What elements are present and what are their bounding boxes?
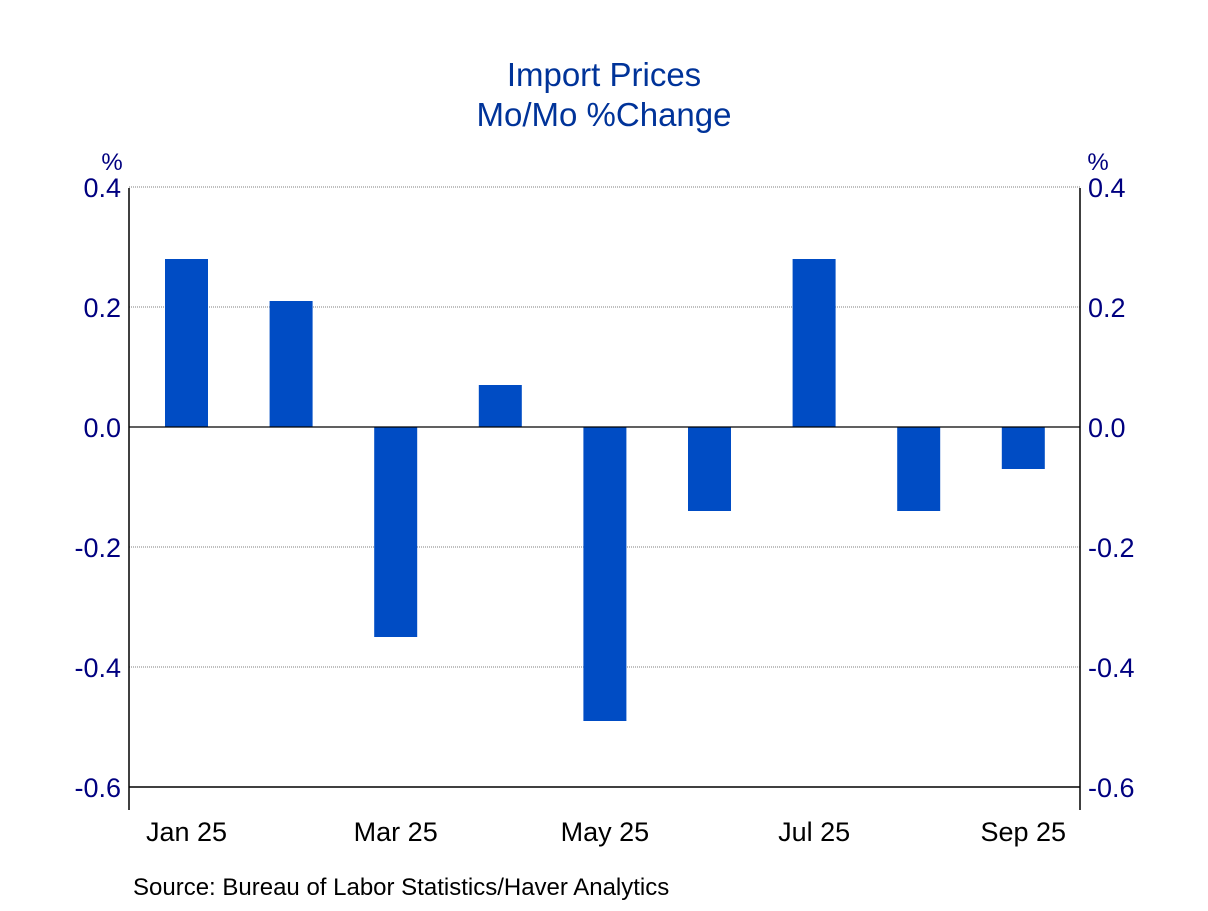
y-axis-unit-left: % <box>101 149 122 176</box>
y-tick-label-right: -0.4 <box>1088 653 1135 683</box>
bar-aug-25 <box>897 427 941 511</box>
y-tick-label-left: -0.2 <box>74 533 121 563</box>
bar-jun-25 <box>688 427 731 511</box>
chart-title: Import Prices <box>507 56 701 93</box>
bar-feb-25 <box>269 301 313 427</box>
bar-jul-25 <box>792 259 836 427</box>
y-tick-label-left: 0.2 <box>83 293 121 323</box>
x-tick-label: Mar 25 <box>354 817 438 847</box>
chart-subtitle: Mo/Mo %Change <box>477 96 732 133</box>
y-axis-unit-right: % <box>1087 149 1108 176</box>
x-tick-label: Sep 25 <box>981 817 1067 847</box>
y-tick-label-right: -0.6 <box>1088 773 1135 803</box>
y-tick-label-right: -0.2 <box>1088 533 1135 563</box>
bar-jan-25 <box>165 259 208 427</box>
y-tick-label-right: 0.0 <box>1088 413 1126 443</box>
y-tick-label-left: 0.4 <box>83 173 121 203</box>
bar-mar-25 <box>374 427 418 637</box>
bar-apr-25 <box>478 385 522 427</box>
x-tick-label: Jul 25 <box>778 817 850 847</box>
y-tick-label-left: -0.4 <box>74 653 121 683</box>
source-note: Source: Bureau of Labor Statistics/Haver… <box>133 874 669 901</box>
x-tick-label: Jan 25 <box>146 817 227 847</box>
y-tick-label-left: 0.0 <box>83 413 121 443</box>
bar-may-25 <box>583 427 627 721</box>
x-tick-label: May 25 <box>561 817 650 847</box>
y-tick-label-left: -0.6 <box>74 773 121 803</box>
y-tick-label-right: 0.4 <box>1088 173 1126 203</box>
bar-sep-25 <box>1001 427 1045 469</box>
y-tick-label-right: 0.2 <box>1088 293 1126 323</box>
